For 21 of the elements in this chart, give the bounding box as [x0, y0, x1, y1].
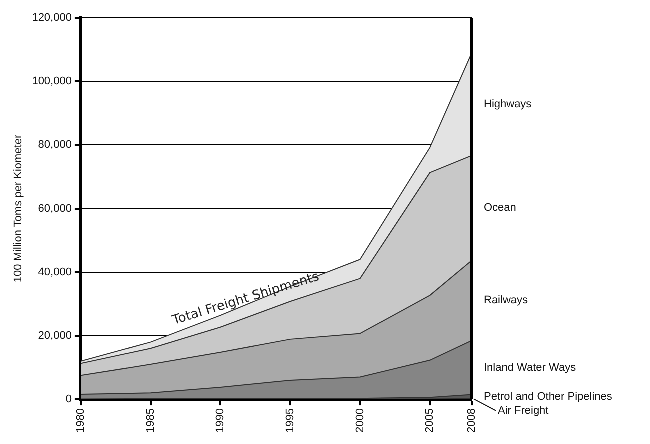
x-tick-label: 1990: [214, 408, 227, 434]
y-tick-label: 100,000: [32, 76, 72, 88]
x-tick-label: 2000: [354, 408, 366, 434]
x-tick-label: 2005: [424, 408, 436, 434]
x-tick-label: 1985: [144, 408, 157, 434]
y-tick-label: 40,000: [38, 266, 72, 278]
y-tick-label: 80,000: [38, 139, 72, 152]
x-tick-label: 2008: [466, 408, 478, 434]
series-label: Railways: [484, 294, 529, 307]
y-tick-label: 20,000: [38, 330, 72, 342]
series-label: Ocean: [484, 202, 516, 214]
y-tick-label: 120,000: [32, 12, 72, 24]
x-tick-label: 1980: [74, 408, 87, 434]
y-tick-label: 60,000: [38, 202, 72, 215]
series-label: Inland Water Ways: [484, 362, 577, 374]
series-label: Highways: [484, 98, 532, 110]
y-tick-label: 0: [66, 394, 72, 406]
y-axis-title: 100 Million Toms per Kiometer: [12, 134, 25, 283]
text: Air Freight: [498, 404, 549, 417]
series-label: Petrol and Other Pipelines: [484, 390, 613, 403]
x-tick-label: 1995: [284, 408, 296, 434]
